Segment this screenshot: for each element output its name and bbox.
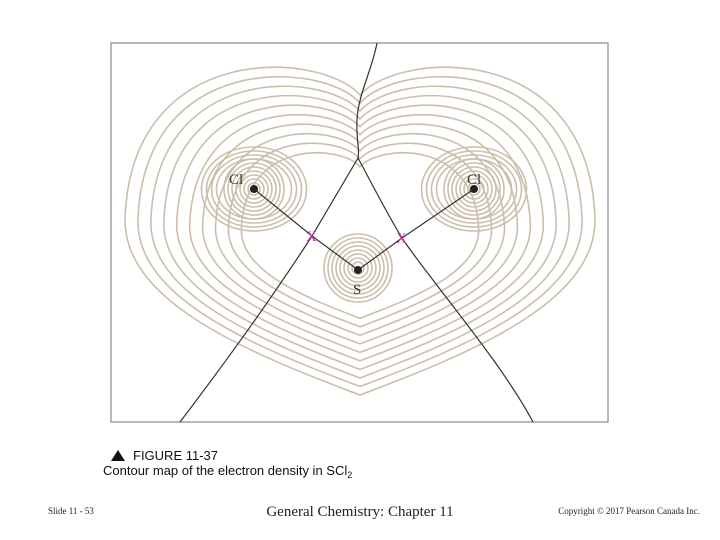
contour [215, 134, 504, 336]
contour [190, 115, 531, 353]
nucleus [250, 185, 258, 193]
contour [223, 158, 285, 220]
contour [459, 174, 489, 204]
figure-frame [110, 42, 609, 423]
contour [447, 162, 501, 216]
contour [231, 166, 277, 212]
contour [202, 147, 307, 231]
contour [203, 124, 518, 344]
caption-text: Contour map of the electron density in S… [103, 463, 352, 480]
contour [432, 155, 517, 223]
contour [455, 170, 493, 208]
copyright: Copyright © 2017 Pearson Canada Inc. [558, 506, 700, 516]
contour [243, 178, 265, 200]
contour [235, 170, 273, 208]
nuclei [250, 185, 478, 274]
contour [138, 77, 582, 387]
contour [247, 182, 261, 196]
caption-number: FIGURE 11-37 [133, 448, 218, 463]
nucleus [470, 185, 478, 193]
contour [422, 147, 527, 231]
contour [241, 153, 478, 319]
contour [443, 158, 505, 220]
critical-point-label: X [396, 231, 407, 247]
contour [239, 174, 269, 204]
atom-label: Cl [467, 172, 481, 188]
contour [125, 67, 595, 395]
contour [212, 155, 297, 223]
contour [164, 96, 556, 370]
nucleus [354, 266, 362, 274]
caption-main: Contour map of the electron density in S… [103, 463, 347, 478]
contour [451, 166, 497, 212]
caption-subscript: 2 [347, 470, 352, 480]
contour [335, 245, 381, 291]
zero-flux-left [179, 42, 378, 423]
contour [463, 178, 485, 200]
contour [331, 241, 385, 295]
critical-point-label: X [306, 229, 317, 245]
contour [343, 253, 373, 283]
contour [427, 151, 522, 227]
atom-label: S [353, 282, 361, 298]
contour [177, 105, 544, 361]
contour [327, 237, 389, 299]
slide-number: Slide 11 - 53 [48, 506, 94, 516]
zero-flux-right [357, 157, 534, 423]
contours [125, 67, 595, 395]
contour [339, 249, 377, 287]
atom-label: Cl [229, 172, 243, 188]
contour [207, 151, 302, 227]
contour [467, 182, 481, 196]
caption-icon [111, 450, 125, 461]
contour [323, 233, 393, 303]
contour [227, 162, 281, 216]
contour [151, 86, 569, 378]
course-title: General Chemistry: Chapter 11 [266, 504, 453, 520]
contour [347, 257, 369, 279]
